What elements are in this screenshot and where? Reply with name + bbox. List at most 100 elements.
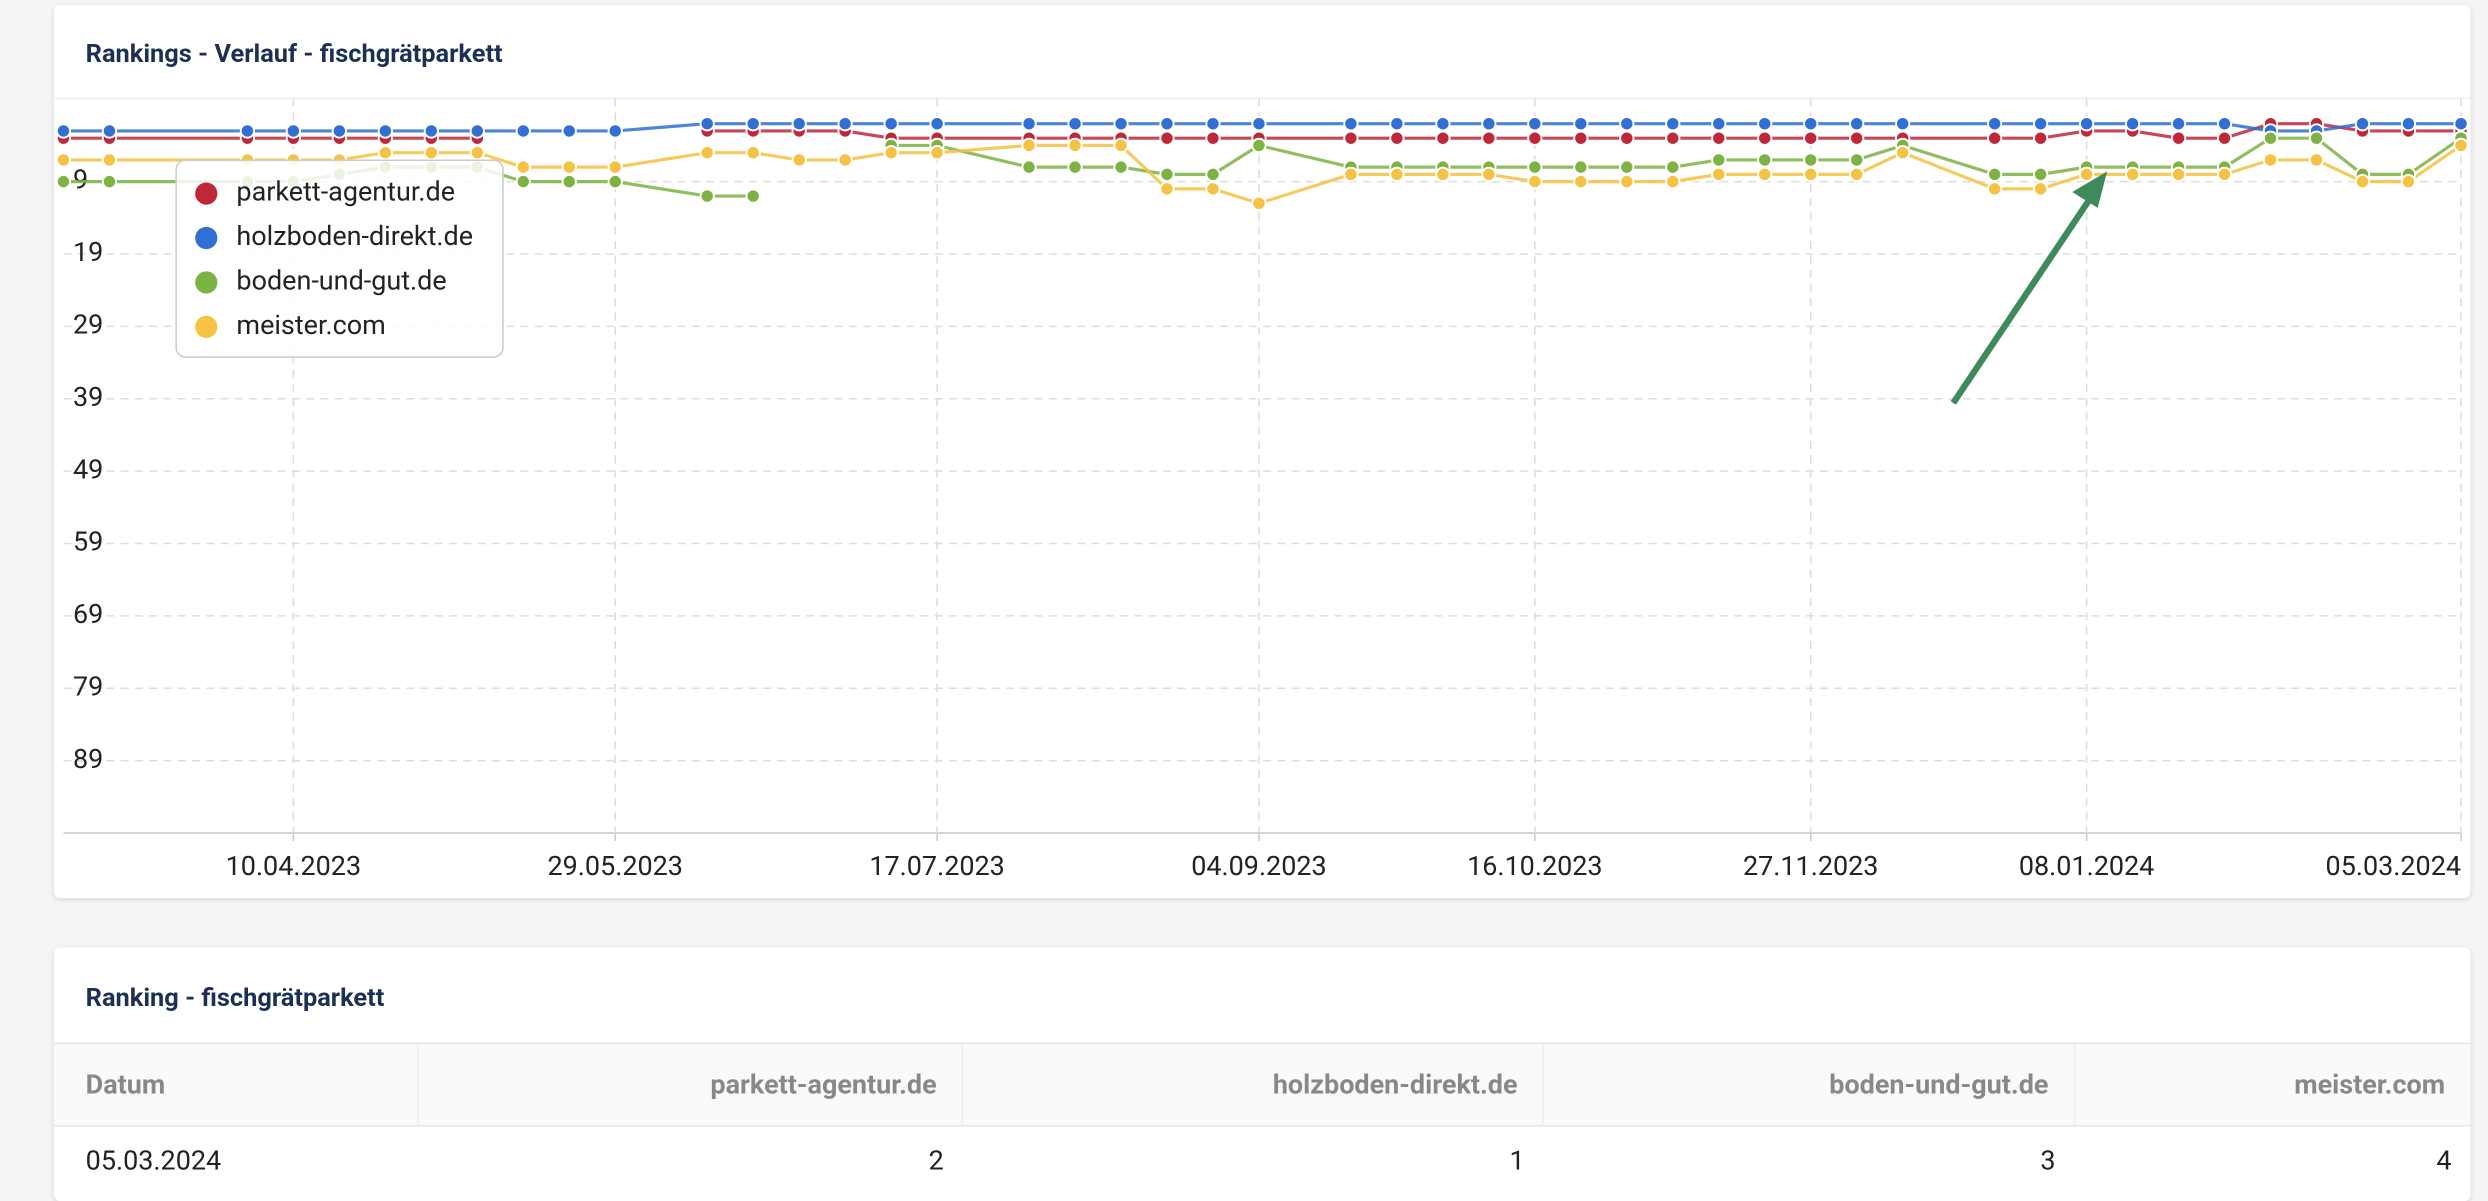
- data-point: [515, 159, 531, 175]
- data-point: [1619, 159, 1635, 175]
- data-point: [607, 159, 623, 175]
- x-tick-label: 27.11.2023: [1743, 850, 1878, 882]
- data-point: [745, 188, 761, 204]
- data-point: [2033, 116, 2049, 132]
- table-row: 05.03.2024 2 1 3 4: [54, 1126, 2471, 1197]
- data-point: [929, 145, 945, 161]
- data-point: [1573, 130, 1589, 146]
- data-point: [2170, 116, 2187, 132]
- data-point: [791, 152, 807, 168]
- table-cell: 4: [2436, 1145, 2452, 1178]
- data-point: [1803, 152, 1819, 168]
- data-point: [55, 123, 72, 139]
- data-point: [1343, 130, 1359, 146]
- legend-swatch: [195, 271, 218, 294]
- data-point: [1021, 159, 1037, 175]
- data-point: [607, 123, 623, 139]
- data-point: [1711, 116, 1727, 132]
- data-point: [423, 145, 439, 161]
- data-point: [2078, 116, 2095, 132]
- data-point: [1389, 166, 1405, 182]
- legend: parkett-agentur.de holzboden-direkt.de bod…: [175, 159, 504, 358]
- data-point: [2170, 130, 2187, 146]
- x-tick-label: 05.03.2024: [2326, 850, 2461, 882]
- x-tick-label: 16.10.2023: [1467, 850, 1602, 882]
- data-point: [2033, 181, 2049, 197]
- y-tick-label: 39: [73, 381, 103, 413]
- x-tick-label: 29.05.2023: [547, 850, 682, 882]
- y-tick-label: 59: [73, 526, 103, 558]
- data-point: [515, 123, 531, 139]
- data-point: [1757, 130, 1773, 146]
- data-point: [1987, 166, 2003, 182]
- data-point: [1205, 166, 1221, 182]
- data-point: [2354, 116, 2371, 132]
- data-point: [1481, 130, 1497, 146]
- column-header: parkett-agentur.de: [417, 1042, 963, 1127]
- data-point: [2453, 116, 2469, 132]
- data-point: [1527, 130, 1543, 146]
- data-point: [1251, 116, 1267, 132]
- data-point: [929, 116, 945, 132]
- y-tick-label: 9: [73, 164, 88, 196]
- data-point: [1757, 116, 1773, 132]
- x-tick-label: 17.07.2023: [869, 850, 1004, 882]
- data-point: [699, 116, 715, 132]
- data-point: [1159, 130, 1175, 146]
- table-card: Ranking - fischgrätparkett Datum parkett-…: [53, 947, 2471, 1201]
- legend-label: meister.com: [236, 309, 385, 341]
- data-point: [561, 173, 577, 190]
- data-point: [1987, 181, 2003, 197]
- data-point: [1343, 116, 1359, 132]
- table-cell: 3: [2040, 1145, 2056, 1178]
- data-point: [1849, 152, 1865, 168]
- data-point: [2216, 166, 2233, 182]
- data-point: [2354, 173, 2371, 190]
- data-point: [1527, 116, 1543, 132]
- data-point: [607, 173, 623, 190]
- data-point: [2308, 152, 2325, 168]
- data-point: [1159, 181, 1175, 197]
- data-point: [837, 116, 853, 132]
- data-point: [1481, 116, 1497, 132]
- data-point: [699, 188, 715, 204]
- data-point: [1987, 116, 2003, 132]
- data-point: [423, 123, 439, 139]
- data-point: [55, 173, 72, 190]
- data-point: [1251, 137, 1267, 154]
- data-point: [1527, 173, 1543, 190]
- x-tick-label: 04.09.2023: [1191, 850, 1326, 882]
- data-point: [101, 123, 118, 139]
- column-header: meister.com: [2073, 1042, 2471, 1127]
- y-tick-label: 69: [73, 598, 103, 630]
- legend-swatch: [195, 226, 218, 250]
- data-point: [1803, 166, 1819, 182]
- data-point: [1481, 166, 1497, 182]
- data-point: [1711, 152, 1727, 168]
- data-point: [1067, 137, 1083, 154]
- y-tick-label: 89: [73, 743, 103, 775]
- data-point: [2033, 166, 2049, 182]
- column-header: boden-und-gut.de: [1542, 1042, 2075, 1127]
- data-point: [2216, 116, 2233, 132]
- data-point: [1205, 116, 1221, 132]
- data-point: [1527, 159, 1543, 175]
- data-point: [1251, 195, 1267, 211]
- ranking-table: Datum parkett-agentur.de holzboden-direkt.…: [53, 1042, 2471, 1197]
- data-point: [2453, 137, 2469, 154]
- data-point: [1113, 159, 1129, 175]
- data-point: [2170, 166, 2187, 182]
- x-tick-label: 08.01.2024: [2019, 850, 2154, 882]
- data-point: [1573, 159, 1589, 175]
- data-point: [285, 123, 301, 139]
- data-point: [1435, 130, 1451, 146]
- data-point: [1573, 116, 1589, 132]
- data-point: [1159, 116, 1175, 132]
- data-point: [1665, 116, 1681, 132]
- data-point: [883, 145, 899, 161]
- data-point: [561, 159, 577, 175]
- data-point: [1113, 116, 1129, 132]
- data-point: [2124, 166, 2141, 182]
- data-point: [2308, 130, 2325, 146]
